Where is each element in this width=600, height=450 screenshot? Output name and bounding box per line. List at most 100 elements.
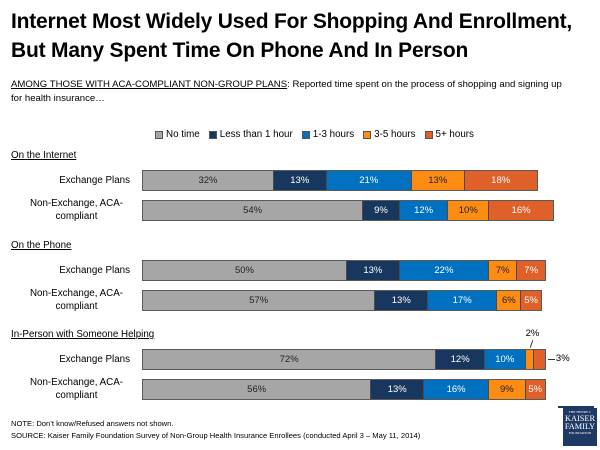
data-label: 13% (428, 175, 448, 186)
bar-segment: 13% (370, 380, 424, 399)
data-label: 12% (414, 205, 434, 216)
legend-label: 5+ hours (435, 129, 474, 140)
section-heading: On the Internet (11, 150, 77, 161)
bar-segment: 50% (143, 261, 346, 280)
callout-leader-line (547, 359, 555, 360)
data-label: 9% (499, 384, 514, 395)
data-label: 22% (434, 265, 454, 276)
logo-line-3: FAMILY (564, 421, 596, 431)
bar-segment: 12% (435, 350, 484, 369)
bar-segment: 13% (272, 171, 326, 190)
bar-segment: 6% (496, 291, 521, 310)
bar-segment (524, 350, 533, 369)
subtitle-population: AMONG THOSE WITH ACA-COMPLIANT NON-GROUP… (11, 79, 288, 90)
bar-segment: 7% (488, 261, 517, 280)
data-label: 12% (450, 354, 470, 365)
logo-line-1: THE HENRY J. (568, 410, 592, 414)
legend-item: No time (155, 129, 200, 140)
bar-segment: 9% (362, 201, 399, 220)
legend-label: 1-3 hours (312, 129, 355, 140)
logo-line-4: FOUNDATION (568, 431, 592, 436)
bar-segment: 16% (423, 380, 489, 399)
stacked-bar: 50% 13% 22% 7% 7% (142, 260, 546, 281)
data-label: 13% (290, 175, 310, 186)
data-label: 54% (243, 205, 263, 216)
chart-footer: NOTE: Don’t know/Refused answers not sho… (11, 418, 420, 442)
callout-label: 2% (525, 328, 540, 339)
subtitle-description: : Reported time spent on the process of … (11, 79, 562, 104)
bar-segment: 13% (345, 261, 399, 280)
bar-segment: 7% (516, 261, 545, 280)
legend-swatch (155, 130, 163, 139)
row-label: Exchange Plans (59, 265, 130, 276)
chart-subtitle: AMONG THOSE WITH ACA-COMPLIANT NON-GROUP… (11, 78, 571, 106)
callout-label: 3% (555, 353, 570, 364)
legend-item: 3-5 hours (363, 129, 416, 140)
bar-segment: 18% (463, 171, 537, 190)
data-label: 13% (391, 295, 411, 306)
bar-segment: 17% (427, 291, 497, 310)
bar-segment: 5% (524, 380, 545, 399)
legend-label: 3-5 hours (374, 129, 416, 140)
section-heading: On the Phone (11, 240, 72, 251)
data-label: 16% (511, 205, 531, 216)
bar-segment (532, 350, 545, 369)
data-label: 18% (491, 175, 511, 186)
row-label: Non-Exchange, ACA-compliant (29, 288, 124, 312)
logo-line-2: KAISER (565, 413, 595, 423)
chart-legend: No time Less than 1 hour 1-3 hours 3-5 hour… (155, 129, 474, 140)
data-label: 10% (495, 354, 515, 365)
legend-swatch (363, 130, 372, 139)
footer-note: NOTE: Don’t know/Refused answers not sho… (11, 419, 174, 428)
logo-divider (558, 406, 594, 408)
bar-segment: 21% (325, 171, 411, 190)
data-label: 56% (247, 384, 267, 395)
bar-segment: 54% (143, 201, 363, 220)
data-label: 21% (359, 175, 379, 186)
data-label: 5% (524, 295, 538, 306)
data-label: 32% (198, 175, 218, 186)
legend-label: No time (166, 129, 200, 140)
bar-segment: 56% (143, 380, 371, 399)
stacked-bar: 54% 9% 12% 10% 16% (142, 200, 555, 221)
bar-segment: 22% (398, 261, 489, 280)
legend-item: Less than 1 hour (208, 129, 293, 140)
stacked-bar: 56% 13% 16% 9% 5% (142, 379, 546, 400)
row-label: Exchange Plans (59, 354, 130, 365)
legend-label: Less than 1 hour (219, 129, 293, 140)
legend-swatch (301, 130, 310, 139)
chart-title: Internet Most Widely Used For Shopping A… (11, 10, 573, 62)
bar-segment: 13% (410, 171, 464, 190)
bar-segment: 9% (488, 380, 525, 399)
legend-item: 5+ hours (424, 129, 474, 140)
callout-leader-line (529, 340, 533, 348)
bar-segment: 16% (488, 201, 554, 220)
legend-swatch (208, 130, 217, 139)
footer-source: SOURCE: Kaiser Family Foundation Survey … (11, 431, 421, 440)
legend-swatch (424, 130, 433, 139)
stacked-bar: 57% 13% 17% 6% 5% (142, 290, 542, 311)
stacked-bar: 32% 13% 21% 13% 18% (142, 170, 538, 191)
section-heading: In-Person with Someone Helping (11, 329, 155, 340)
data-label: 50% (234, 265, 254, 276)
data-label: 7% (524, 265, 539, 276)
bar-segment: 10% (447, 201, 489, 220)
bar-segment: 57% (143, 291, 375, 310)
legend-item: 1-3 hours (301, 129, 355, 140)
bar-segment: 13% (374, 291, 428, 310)
bar-segment: 12% (398, 201, 448, 220)
bar-segment: 32% (143, 171, 273, 190)
bar-segment: 72% (143, 350, 436, 369)
data-label: 6% (501, 295, 516, 306)
data-label: 10% (458, 205, 478, 216)
stacked-bar: 72% 12% 10% (142, 349, 546, 370)
data-label: 72% (279, 354, 299, 365)
row-label: Non-Exchange, ACA-compliant (29, 377, 124, 401)
data-label: 17% (452, 295, 472, 306)
data-label: 7% (495, 265, 510, 276)
kff-logo: THE HENRY J. KAISER FAMILY FOUNDATION (563, 408, 597, 446)
data-label: 5% (528, 384, 543, 395)
bar-segment: 5% (520, 291, 541, 310)
bar-segment: 10% (483, 350, 525, 369)
row-label: Exchange Plans (59, 175, 130, 186)
